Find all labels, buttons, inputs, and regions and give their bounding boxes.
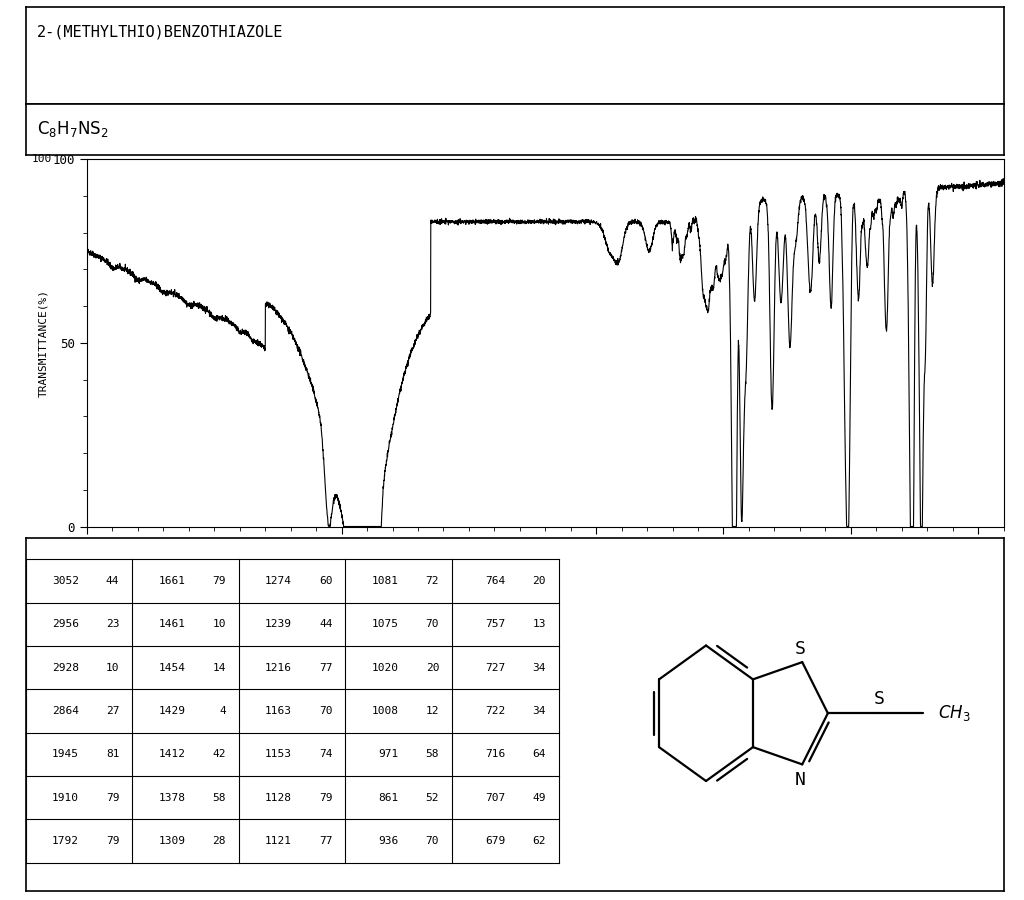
Text: 722: 722	[485, 706, 505, 716]
Text: 707: 707	[485, 793, 505, 803]
Text: 1081: 1081	[372, 576, 398, 586]
Text: 12: 12	[426, 706, 439, 716]
Text: 1429: 1429	[159, 706, 185, 716]
Text: 1945: 1945	[52, 750, 79, 760]
Text: 1128: 1128	[265, 793, 292, 803]
Text: 1412: 1412	[159, 750, 185, 760]
Text: 936: 936	[379, 836, 398, 846]
Text: 79: 79	[105, 836, 120, 846]
Y-axis label: TRANSMITTANCE(%): TRANSMITTANCE(%)	[39, 289, 48, 397]
Text: 10: 10	[213, 619, 226, 629]
Text: 10: 10	[105, 662, 120, 672]
Text: 52: 52	[426, 793, 439, 803]
Text: 2928: 2928	[52, 662, 79, 672]
Text: 1239: 1239	[265, 619, 292, 629]
Text: 81: 81	[105, 750, 120, 760]
Text: 1121: 1121	[265, 836, 292, 846]
Text: 14: 14	[213, 662, 226, 672]
Text: 77: 77	[319, 662, 333, 672]
Text: 1216: 1216	[265, 662, 292, 672]
Text: 1661: 1661	[159, 576, 185, 586]
Text: N: N	[796, 771, 806, 789]
Text: 1461: 1461	[159, 619, 185, 629]
Text: 70: 70	[426, 619, 439, 629]
Text: 1020: 1020	[372, 662, 398, 672]
Text: 1378: 1378	[159, 793, 185, 803]
Text: 64: 64	[532, 750, 546, 760]
Text: 2-(METHYLTHIO)BENZOTHIAZOLE: 2-(METHYLTHIO)BENZOTHIAZOLE	[37, 24, 284, 40]
Text: 20: 20	[426, 662, 439, 672]
Text: 861: 861	[379, 793, 398, 803]
Text: 4: 4	[219, 706, 226, 716]
Text: 72: 72	[426, 576, 439, 586]
Text: 77: 77	[319, 836, 333, 846]
Text: 13: 13	[532, 619, 546, 629]
Text: 28: 28	[213, 836, 226, 846]
Text: 764: 764	[485, 576, 505, 586]
Text: $CH_3$: $CH_3$	[938, 703, 971, 724]
Text: 42: 42	[213, 750, 226, 760]
Text: 44: 44	[319, 619, 333, 629]
Text: 100: 100	[32, 154, 52, 165]
Text: 1910: 1910	[52, 793, 79, 803]
Text: 3052: 3052	[52, 576, 79, 586]
Text: 79: 79	[319, 793, 333, 803]
Text: 60: 60	[319, 576, 333, 586]
Text: 62: 62	[532, 836, 546, 846]
Text: 44: 44	[105, 576, 120, 586]
Text: $\mathregular{C_8H_7NS_2}$: $\mathregular{C_8H_7NS_2}$	[37, 119, 109, 140]
Text: 971: 971	[379, 750, 398, 760]
Text: 1153: 1153	[265, 750, 292, 760]
Text: 727: 727	[485, 662, 505, 672]
Text: 74: 74	[319, 750, 333, 760]
Text: 1163: 1163	[265, 706, 292, 716]
Text: 79: 79	[105, 793, 120, 803]
Text: 34: 34	[532, 706, 546, 716]
Text: 1454: 1454	[159, 662, 185, 672]
Text: 679: 679	[485, 836, 505, 846]
Text: 79: 79	[213, 576, 226, 586]
Text: 1008: 1008	[372, 706, 398, 716]
Text: 1274: 1274	[265, 576, 292, 586]
X-axis label: WAVENUMBER(cm⁻¹): WAVENUMBER(cm⁻¹)	[485, 557, 605, 570]
Text: S: S	[796, 640, 806, 658]
Text: 27: 27	[105, 706, 120, 716]
Text: 23: 23	[105, 619, 120, 629]
Text: 2864: 2864	[52, 706, 79, 716]
Text: S: S	[873, 690, 884, 708]
Text: 20: 20	[532, 576, 546, 586]
Text: 49: 49	[532, 793, 546, 803]
Text: 757: 757	[485, 619, 505, 629]
Text: 70: 70	[319, 706, 333, 716]
Text: 34: 34	[532, 662, 546, 672]
Text: 716: 716	[485, 750, 505, 760]
Text: 2956: 2956	[52, 619, 79, 629]
Text: 1309: 1309	[159, 836, 185, 846]
Text: 1075: 1075	[372, 619, 398, 629]
Text: 70: 70	[426, 836, 439, 846]
Text: 58: 58	[213, 793, 226, 803]
Text: 58: 58	[426, 750, 439, 760]
Text: 1792: 1792	[52, 836, 79, 846]
